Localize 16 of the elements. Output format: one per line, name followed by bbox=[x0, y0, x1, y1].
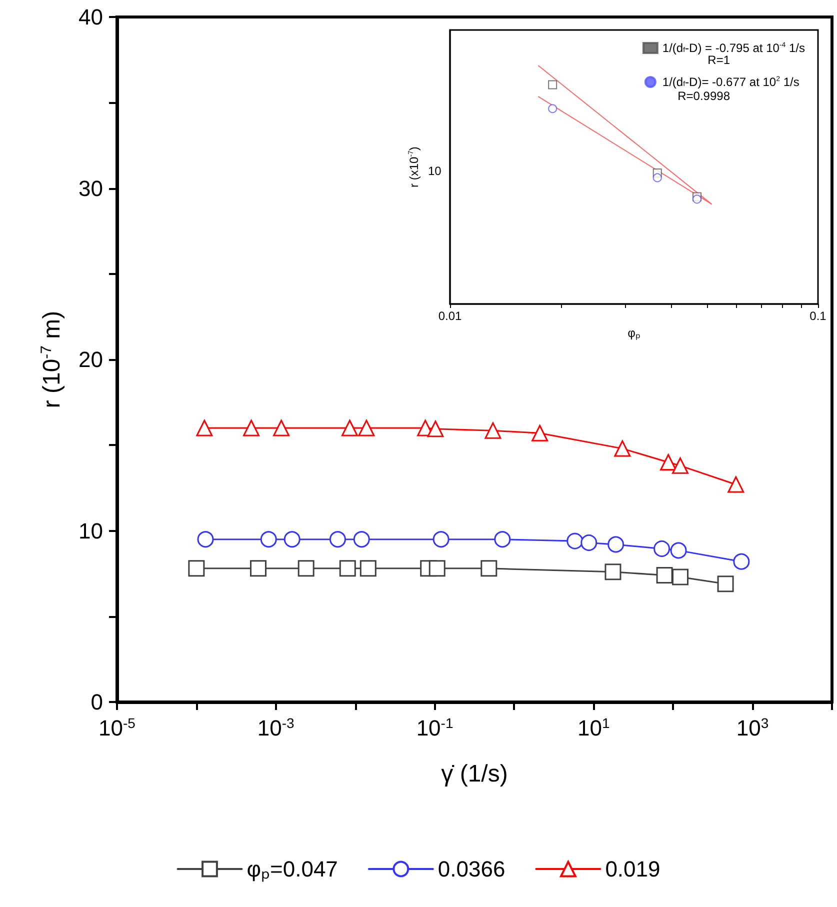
y-tick-label: 30 bbox=[78, 176, 103, 201]
x-axis-title: γ̇ (1/s) bbox=[441, 760, 508, 788]
x-tick-label: 0.1 bbox=[810, 309, 827, 323]
y-tick-label: 20 bbox=[78, 347, 103, 372]
annotation: 10 bbox=[428, 164, 442, 178]
annotation: R=0.9998 bbox=[678, 89, 730, 103]
x-axis-title: φₚ bbox=[628, 326, 640, 340]
legend-label: 0.019 bbox=[605, 856, 660, 882]
x-tick-label: 0.01 bbox=[438, 309, 462, 323]
legend-label: 0.0366 bbox=[438, 856, 506, 882]
y-tick-label: 0 bbox=[90, 690, 103, 714]
y-tick-label: 40 bbox=[78, 4, 103, 30]
y-axis-title: r (10-7 m) bbox=[38, 310, 66, 408]
legend-label: φₚ=0.047 bbox=[246, 856, 338, 882]
y-tick-label: 10 bbox=[78, 518, 103, 544]
annotation: R=1 bbox=[708, 53, 730, 67]
